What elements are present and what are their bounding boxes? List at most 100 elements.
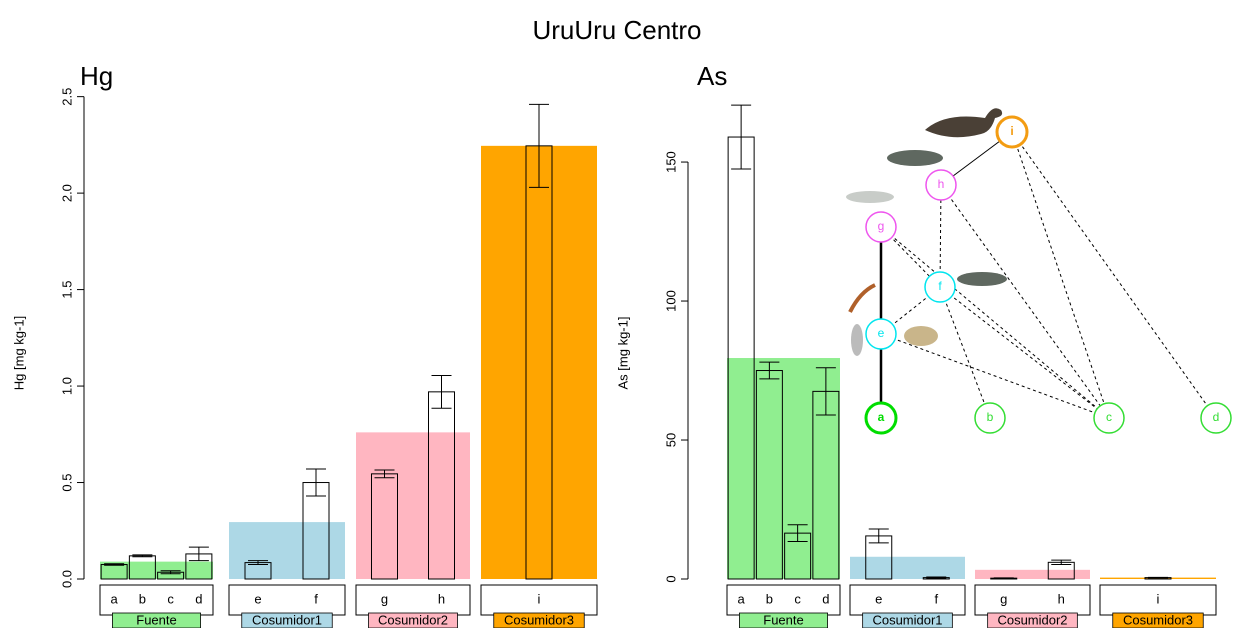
web-link [880, 333, 1110, 419]
animal-icon [904, 326, 938, 346]
group-label-box [112, 612, 201, 628]
error-bar [787, 524, 808, 542]
web-node [974, 402, 1006, 434]
error-bar [1148, 576, 1168, 579]
web-node-label: e [878, 326, 885, 340]
x-tick-label: c [794, 591, 801, 606]
panel-title: Hg [80, 61, 113, 91]
group-label: Cosumidor1 [252, 612, 322, 627]
web-node-label: c [1106, 410, 1112, 424]
error-bar [759, 361, 780, 380]
x-tick-label: b [139, 591, 146, 606]
error-bar [374, 469, 395, 479]
group-label: Cosumidor2 [378, 612, 448, 627]
group-label: Cosumidor1 [872, 612, 942, 627]
group-label: Fuente [136, 612, 176, 627]
group-box [355, 584, 471, 616]
web-node-label: a [878, 410, 885, 424]
group-label-box [1112, 612, 1204, 628]
y-tick-label: 100 [663, 290, 678, 312]
web-link [1011, 131, 1217, 419]
group-label-box [862, 612, 953, 628]
error-bar [529, 103, 549, 188]
animal-icon [848, 283, 876, 313]
web-node-label: g [878, 219, 885, 233]
group-bar [229, 522, 345, 579]
group-label-box [739, 612, 828, 628]
animal-icon [957, 272, 1007, 286]
x-tick-label: e [875, 591, 882, 606]
group-bar [481, 145, 597, 580]
web-link [940, 184, 1110, 419]
group-bar [727, 358, 840, 579]
web-node-label: h [938, 177, 945, 191]
group-label: Cosumidor3 [504, 612, 574, 627]
animal-icon [851, 324, 863, 356]
animal-icon [846, 191, 894, 203]
x-tick-label: g [381, 591, 388, 606]
error-bar [868, 528, 889, 544]
web-node-label: d [1213, 410, 1220, 424]
y-tick-label: 150 [663, 151, 678, 173]
x-tick-label: a [738, 591, 746, 606]
y-tick-label: 50 [663, 433, 678, 447]
figure-title: UruUru Centro [532, 15, 701, 45]
x-tick-label: g [1000, 591, 1007, 606]
error-bar [104, 563, 125, 566]
x-tick-label: d [195, 591, 202, 606]
web-node [924, 271, 956, 303]
error-bar [1051, 559, 1072, 566]
web-node [865, 211, 897, 243]
y-tick-label: 1.0 [59, 377, 74, 395]
web-node [864, 401, 898, 435]
group-bar [356, 432, 470, 579]
web-node [1093, 402, 1125, 434]
error-bar [731, 104, 752, 170]
web-node [1200, 402, 1232, 434]
x-tick-label: h [1058, 591, 1065, 606]
group-label-box [368, 612, 458, 628]
x-tick-label: h [438, 591, 445, 606]
x-tick-label: d [822, 591, 829, 606]
error-bar [160, 570, 181, 575]
group-label: Cosumidor2 [997, 612, 1067, 627]
error-bar [926, 576, 947, 579]
x-tick-label: i [1157, 591, 1160, 606]
y-tick-label: 1.5 [59, 281, 74, 299]
group-label-box [493, 612, 585, 628]
web-link [1011, 131, 1110, 419]
y-axis-label: As [mg kg-1] [615, 317, 630, 390]
group-bar [100, 561, 213, 579]
x-tick-label: c [167, 591, 174, 606]
web-node-label: f [938, 279, 942, 293]
error-bar [132, 554, 153, 558]
panel-title: As [697, 61, 727, 91]
web-link [880, 226, 1110, 419]
group-label-box [987, 612, 1078, 628]
x-tick-label: f [934, 591, 938, 606]
y-tick-label: 0.5 [59, 473, 74, 491]
group-label: Fuente [763, 612, 803, 627]
group-bar [975, 569, 1090, 579]
animal-icon [925, 108, 1003, 138]
y-tick-label: 2.5 [59, 88, 74, 106]
group-box [849, 584, 966, 616]
web-node [995, 115, 1029, 149]
error-bar [248, 560, 268, 566]
error-bar [815, 367, 836, 416]
group-label-box [241, 612, 333, 628]
web-link [939, 286, 1110, 419]
group-label: Cosumidor3 [1123, 612, 1193, 627]
x-tick-label: a [111, 591, 119, 606]
x-tick-label: e [254, 591, 261, 606]
error-bar [188, 546, 209, 562]
error-bar [431, 374, 452, 409]
web-node-label: i [1010, 124, 1013, 138]
x-tick-label: f [314, 591, 318, 606]
web-node [925, 169, 957, 201]
web-link [939, 286, 991, 419]
web-node-label: b [987, 410, 994, 424]
group-box [228, 584, 346, 616]
x-tick-label: i [538, 591, 541, 606]
